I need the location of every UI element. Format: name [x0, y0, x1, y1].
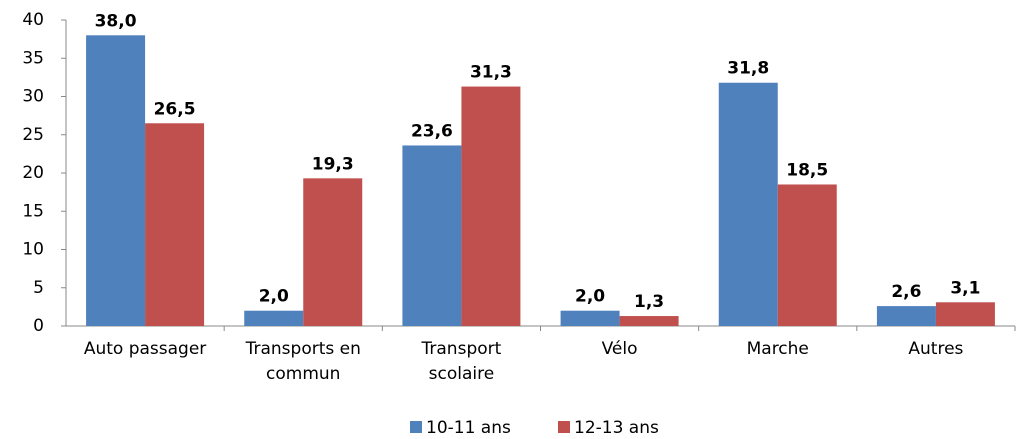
bar	[777, 184, 837, 326]
y-tick-label: 0	[33, 316, 44, 336]
bar	[718, 82, 778, 326]
legend-swatch	[558, 421, 570, 433]
bar	[145, 123, 205, 327]
x-tick-label-line: scolaire	[429, 364, 495, 384]
y-tick-label: 10	[22, 240, 44, 260]
value-label: 23,6	[411, 121, 453, 141]
legend-swatch	[410, 421, 422, 433]
value-label: 31,3	[470, 63, 512, 83]
bar	[86, 35, 146, 327]
bar	[619, 316, 679, 326]
y-tick-label: 40	[22, 10, 44, 30]
y-tick-label: 30	[22, 87, 44, 107]
x-tick-label: Marche	[747, 339, 809, 359]
value-label: 19,3	[312, 154, 354, 174]
x-tick-label: Auto passager	[84, 339, 206, 359]
legend-label: 10-11 ans	[426, 418, 511, 438]
bar	[303, 178, 363, 326]
value-label: 2,6	[891, 282, 921, 302]
value-label: 3,1	[950, 278, 980, 298]
x-tick-label: Transport scolaire	[421, 339, 502, 384]
value-label: 26,5	[154, 99, 196, 119]
bar	[244, 310, 304, 326]
value-label: 2,0	[575, 287, 605, 307]
y-tick-label: 5	[33, 278, 44, 298]
x-tick-label-line: Transports en	[245, 339, 361, 359]
y-tick-label: 20	[22, 163, 44, 183]
value-label: 38,0	[95, 11, 137, 31]
x-tick-label-line: Transport	[421, 339, 502, 359]
y-tick-label: 25	[22, 125, 44, 145]
value-label: 1,3	[634, 292, 664, 312]
y-tick-label: 15	[22, 201, 44, 221]
x-tick-label: Autres	[908, 339, 963, 359]
bar	[461, 86, 521, 327]
x-tick-label: Transports en commun	[245, 339, 361, 384]
legend-label: 12-13 ans	[574, 418, 659, 438]
bar	[560, 310, 620, 326]
value-label: 18,5	[786, 160, 828, 180]
value-label: 31,8	[727, 59, 769, 79]
y-tick-label: 35	[22, 48, 44, 68]
x-tick-label: Vélo	[602, 339, 638, 359]
bar	[402, 145, 462, 326]
value-label: 2,0	[259, 287, 289, 307]
bar	[876, 306, 936, 326]
x-tick-label-line: commun	[266, 364, 340, 384]
bar	[935, 302, 995, 326]
